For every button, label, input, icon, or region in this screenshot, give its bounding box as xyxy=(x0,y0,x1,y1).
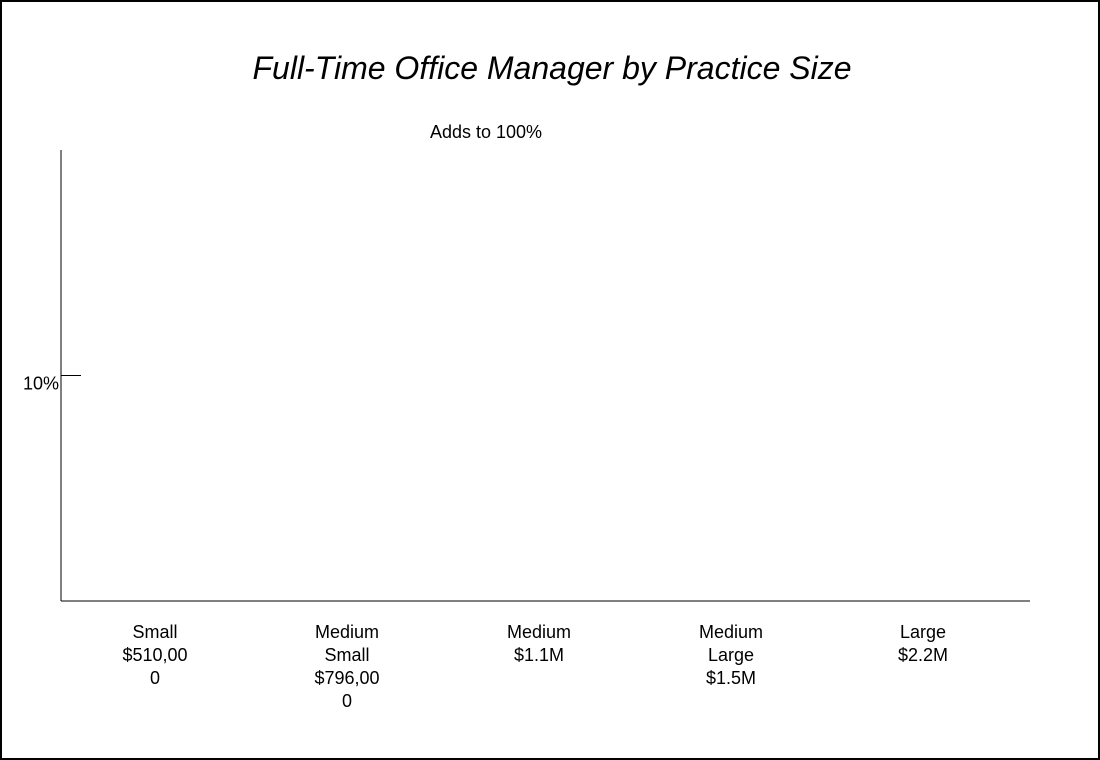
y-ticks: 10% xyxy=(23,374,81,394)
x-category-label-1-line-2: $796,00 xyxy=(314,668,379,688)
x-category-label-3-line-1: Large xyxy=(708,645,754,665)
x-category-label-4: Large $2.2M xyxy=(898,622,948,665)
x-category-label-1-line-0: Medium xyxy=(315,622,379,642)
chart-subtitle: Adds to 100% xyxy=(429,122,543,142)
x-category-label-3: Medium Large $1.5M xyxy=(699,622,763,688)
x-category-label-3-line-2: $1.5M xyxy=(706,668,756,688)
y-tick-label-0: 10% xyxy=(23,374,59,394)
x-category-label-2: Medium $1.1M xyxy=(507,622,571,665)
x-category-label-0-line-0: Small xyxy=(132,622,177,642)
x-category-label-2-line-0: Medium xyxy=(507,622,571,642)
chart-title: Full-Time Office Manager by Practice Siz… xyxy=(252,50,852,86)
x-category-label-0-line-2: 0 xyxy=(150,668,160,688)
x-category-label-0: Small $510,00 0 xyxy=(122,622,187,688)
x-category-label-2-line-1: $1.1M xyxy=(514,645,564,665)
x-category-labels: Small $510,00 0 Medium Small $796,00 0 Medium $1… xyxy=(122,622,948,711)
x-category-label-4-line-0: Large xyxy=(900,622,946,642)
x-category-label-4-line-1: $2.2M xyxy=(898,645,948,665)
x-category-label-1-line-3: 0 xyxy=(342,691,352,711)
x-category-label-3-line-0: Medium xyxy=(699,622,763,642)
x-category-label-1-line-1: Small xyxy=(324,645,369,665)
x-category-label-0-line-1: $510,00 xyxy=(122,645,187,665)
x-category-label-1: Medium Small $796,00 0 xyxy=(314,622,379,711)
